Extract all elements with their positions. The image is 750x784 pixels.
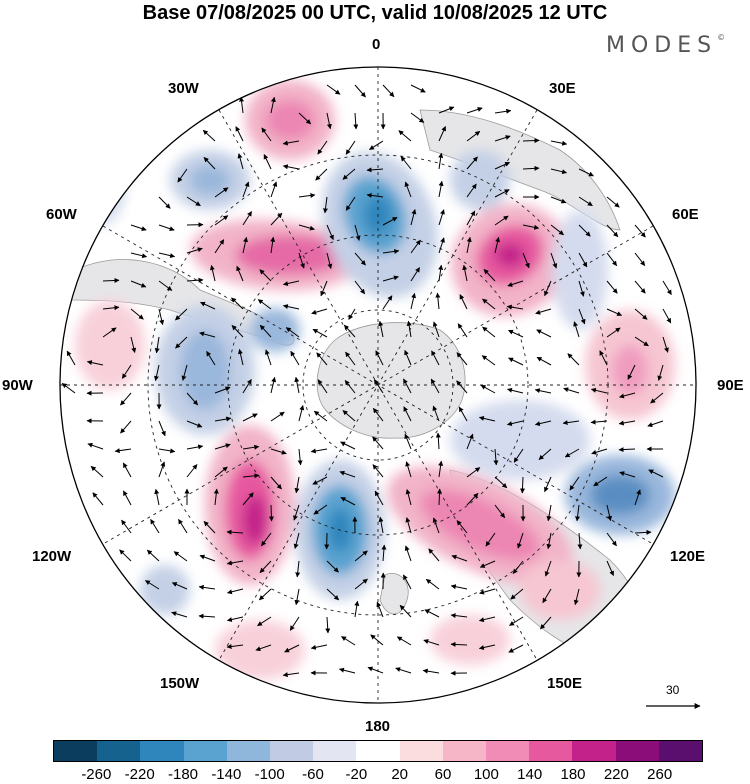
anomaly-neg-10 [140, 565, 190, 615]
colorbar [53, 740, 703, 762]
colorbar-swatch-11 [529, 741, 572, 761]
lon-label-60w: 60W [46, 206, 77, 223]
colorbar-tick-label: 60 [435, 766, 452, 783]
anomaly-neg-11 [75, 155, 125, 225]
colorbar-swatch-5 [270, 741, 313, 761]
lon-label-60e: 60E [672, 206, 699, 223]
colorbar-swatch-6 [313, 741, 356, 761]
lon-label-90w: 90W [2, 377, 33, 394]
colorbar-swatch-4 [227, 741, 270, 761]
anomaly-neg-6 [250, 308, 300, 352]
wind-arrow [439, 489, 440, 505]
colorbar-tick-label: 260 [647, 766, 672, 783]
colorbar-tick-label: -140 [211, 766, 241, 783]
lon-label-0: 0 [372, 36, 380, 53]
anomaly-pos-3-peak [495, 243, 525, 267]
colorbar-swatch-1 [97, 741, 140, 761]
colorbar-tick-label: 220 [604, 766, 629, 783]
anomaly-neg-3 [450, 150, 510, 210]
colorbar-swatch-2 [140, 741, 183, 761]
colorbar-swatch-10 [486, 741, 529, 761]
wind-arrow [271, 505, 272, 521]
lon-label-30w: 30W [168, 80, 199, 97]
colorbar-tick-label: -60 [302, 766, 324, 783]
colorbar-swatch-8 [400, 741, 443, 761]
anomaly-neg-5-core [180, 330, 230, 410]
anomaly-pos-5 [75, 300, 145, 390]
colorbar-swatch-7 [356, 741, 399, 761]
colorbar-tick-label: 20 [391, 766, 408, 783]
lon-label-120e: 120E [670, 548, 705, 565]
wind-arrow [103, 280, 119, 281]
anomaly-neg-8-core [590, 475, 650, 515]
colorbar-swatch-14 [659, 741, 702, 761]
colorbar-tick-label: -180 [168, 766, 198, 783]
vector-scale-label: 30 [666, 683, 679, 697]
colorbar-swatch-13 [616, 741, 659, 761]
colorbar-ticks: -260 -220 -180 -140 -100 -60 -20 20 60 100 140 180 2… [0, 766, 750, 784]
colorbar-tick-label: 100 [474, 766, 499, 783]
anomaly-pos-8 [520, 560, 600, 620]
lon-label-120w: 120W [32, 548, 71, 565]
colorbar-tick-label: -20 [345, 766, 367, 783]
colorbar-tick-label: 140 [517, 766, 542, 783]
colorbar-tick-label: -100 [255, 766, 285, 783]
wind-arrow [523, 140, 539, 141]
colorbar-tick-label: -260 [81, 766, 111, 783]
colorbar-swatch-0 [54, 741, 97, 761]
lon-label-150w: 150W [160, 675, 199, 692]
anomaly-pos-10 [430, 615, 510, 665]
lon-label-180: 180 [365, 718, 390, 735]
colorbar-swatch-9 [443, 741, 486, 761]
anomaly-pos-6-peak [243, 495, 267, 545]
lon-label-30e: 30E [549, 80, 576, 97]
colorbar-swatch-3 [184, 741, 227, 761]
wind-arrow [522, 477, 523, 493]
anomaly-pos-4-core [612, 345, 648, 395]
lon-label-90e: 90E [717, 377, 744, 394]
lon-label-150e: 150E [547, 675, 582, 692]
colorbar-swatch-12 [572, 741, 615, 761]
colorbar-tick-label: 180 [560, 766, 585, 783]
colorbar-tick-label: -220 [125, 766, 155, 783]
land-antarctica [317, 323, 465, 439]
